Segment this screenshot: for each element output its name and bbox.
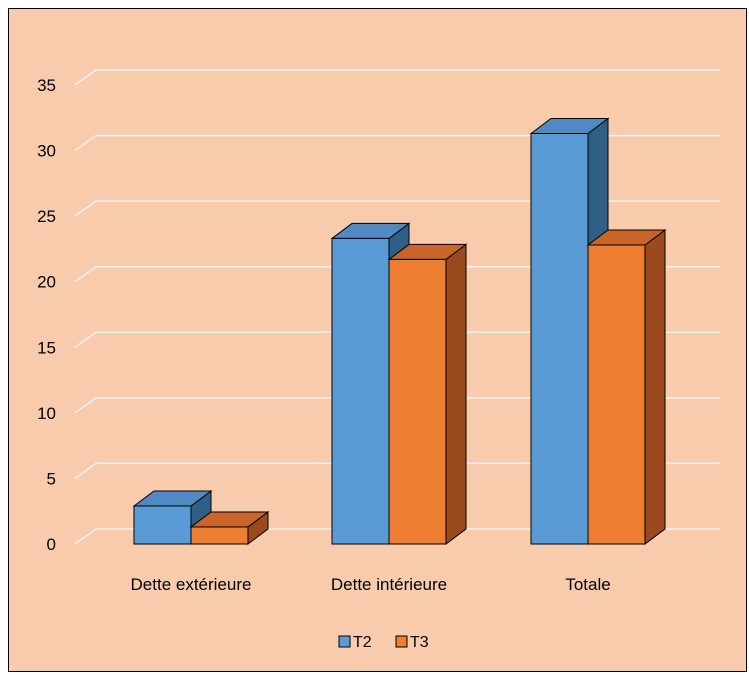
bars (132, 117, 667, 545)
gridline (74, 265, 720, 283)
category-label: Dette intérieure (331, 575, 447, 594)
legend-swatch-t2 (338, 635, 351, 648)
bar (189, 510, 270, 545)
gridline (74, 397, 720, 414)
bar-front (133, 505, 192, 545)
legend-label-t3: T3 (410, 634, 429, 651)
category-labels: Dette extérieure Dette intérieure Totale (131, 575, 611, 594)
legend: T2 T3 (338, 634, 429, 651)
category-label: Dette extérieure (131, 575, 252, 594)
bar-front (190, 526, 249, 545)
y-tick-label: 0 (47, 535, 56, 554)
bar-front (530, 133, 589, 545)
y-tick-label: 20 (37, 273, 56, 292)
bar-side (445, 243, 467, 545)
bar-side (644, 228, 666, 545)
y-tick-label: 5 (47, 469, 56, 488)
gridline (74, 69, 720, 86)
y-tick-label: 15 (37, 338, 56, 357)
category-label: Totale (565, 575, 610, 594)
gridlines (74, 69, 720, 545)
bar (586, 228, 667, 545)
gridline (74, 528, 720, 545)
gridline (74, 134, 720, 152)
y-tick-label: 35 (37, 76, 56, 95)
gridline (74, 331, 720, 348)
y-tick-label: 10 (37, 404, 56, 423)
gridline (74, 462, 720, 480)
y-tick-label: 30 (37, 142, 56, 161)
y-axis-ticks: 0 5 10 15 20 25 30 35 (37, 76, 56, 554)
bar-front (331, 237, 390, 545)
gridline (74, 200, 720, 217)
legend-label-t2: T2 (353, 634, 372, 651)
legend-swatch-t3 (395, 635, 408, 648)
bar (387, 243, 468, 545)
y-tick-label: 25 (37, 207, 56, 226)
bar-front (587, 244, 646, 545)
bar-front (388, 258, 447, 545)
